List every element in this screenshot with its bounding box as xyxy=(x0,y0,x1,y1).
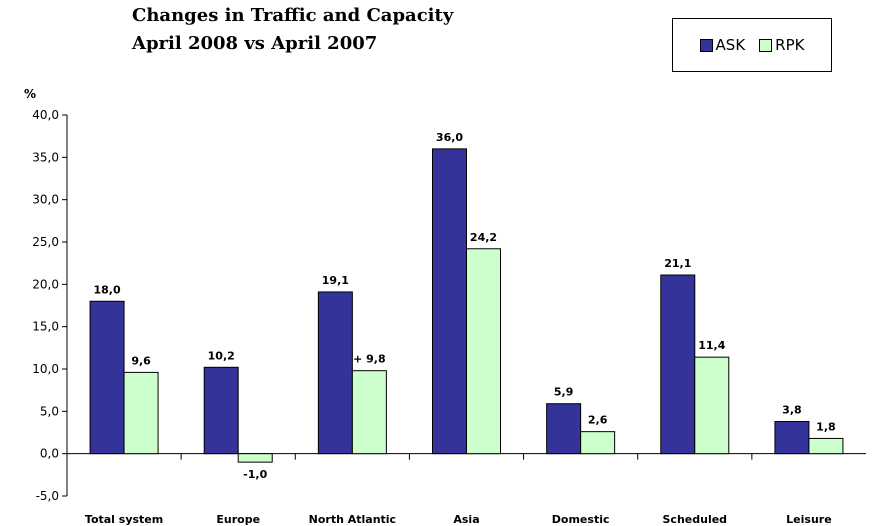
bar-ask xyxy=(660,274,696,455)
y-tick-label: 10,0 xyxy=(32,362,59,376)
legend-item-ask: ASK xyxy=(699,36,746,54)
x-category-label: Asia xyxy=(453,513,479,526)
legend-label-rpk: RPK xyxy=(775,36,805,54)
data-label-ask: 5,9 xyxy=(554,386,574,399)
bar-rpk xyxy=(351,370,387,455)
legend-item-rpk: RPK xyxy=(759,36,804,54)
data-label-rpk: 11,4 xyxy=(698,339,725,352)
y-tick-label: 5,0 xyxy=(40,404,59,418)
bar-rpk xyxy=(808,437,844,455)
y-axis-unit-label: % xyxy=(24,87,36,101)
y-tick-label: 25,0 xyxy=(32,235,59,249)
chart-title: Changes in Traffic and Capacity April 20… xyxy=(132,2,453,58)
legend-swatch-ask xyxy=(699,38,713,52)
y-tick-label: 40,0 xyxy=(32,108,59,122)
bar-ask xyxy=(432,148,467,455)
y-tick-label: 35,0 xyxy=(32,150,59,164)
bar-ask xyxy=(89,300,125,455)
y-tick-label: 30,0 xyxy=(32,193,59,207)
data-label-ask: 10,2 xyxy=(208,349,235,362)
bar-rpk xyxy=(237,453,273,463)
bar-rpk xyxy=(123,371,159,455)
y-tick-label: -5,0 xyxy=(36,489,59,503)
x-category-label: Scheduled xyxy=(663,513,728,526)
data-label-ask: 3,8 xyxy=(782,403,802,416)
bar-rpk xyxy=(580,431,616,455)
data-label-ask: 36,0 xyxy=(436,131,463,144)
x-category-label: Total system xyxy=(85,513,163,526)
data-label-ask: 19,1 xyxy=(322,274,349,287)
data-label-rpk: + 9,8 xyxy=(353,353,386,366)
data-label-rpk: -1,0 xyxy=(243,468,267,481)
data-label-rpk: 2,6 xyxy=(588,414,608,427)
x-category-label: Domestic xyxy=(552,513,610,526)
chart-title-line-1: Changes in Traffic and Capacity xyxy=(132,5,454,26)
bar-rpk xyxy=(466,248,501,455)
bar-ask xyxy=(546,403,582,455)
x-category-label: Leisure xyxy=(786,513,832,526)
x-category-label: Europe xyxy=(216,513,260,526)
bar-ask xyxy=(203,366,239,455)
data-label-rpk: 24,2 xyxy=(470,231,497,244)
y-tick-label: 0,0 xyxy=(40,447,59,461)
bar-ask xyxy=(317,291,353,455)
data-label-ask: 18,0 xyxy=(94,283,121,296)
y-tick-label: 15,0 xyxy=(32,320,59,334)
legend-swatch-rpk xyxy=(759,38,773,52)
bar-ask xyxy=(774,420,810,455)
legend-label-ask: ASK xyxy=(715,36,746,54)
legend: ASK RPK xyxy=(672,18,832,72)
y-tick-label: 20,0 xyxy=(32,277,59,291)
chart-title-line-2: April 2008 vs April 2007 xyxy=(132,33,378,54)
data-label-rpk: 9,6 xyxy=(131,354,151,367)
data-label-ask: 21,1 xyxy=(664,257,691,270)
bar-rpk xyxy=(694,356,730,455)
data-label-rpk: 1,8 xyxy=(816,420,836,433)
x-category-label: North Atlantic xyxy=(309,513,396,526)
